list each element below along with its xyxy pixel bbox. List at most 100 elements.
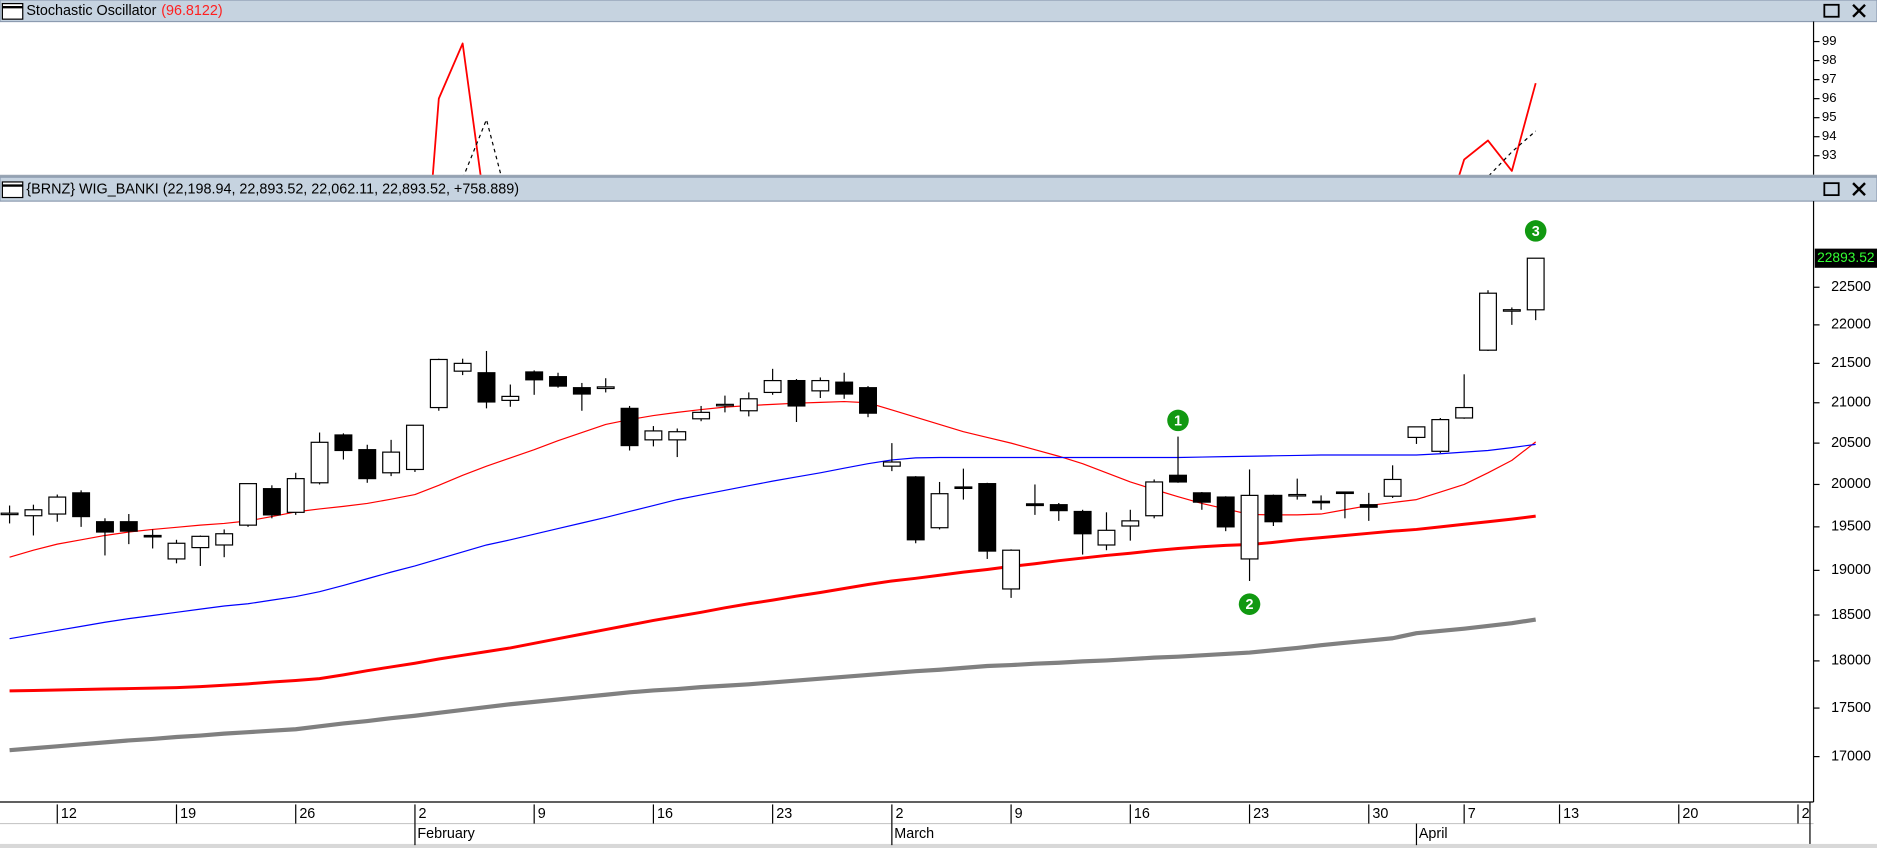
x-tick-label: 19 — [180, 806, 196, 822]
annotation-marker — [1167, 409, 1189, 432]
month-label: February — [417, 826, 475, 842]
candle-body — [596, 386, 615, 390]
candle-body — [215, 533, 234, 546]
month-label: April — [1419, 826, 1448, 842]
y-tick-label: 95 — [1822, 109, 1837, 124]
y-tick-label: 22000 — [1831, 317, 1871, 333]
candle-body — [930, 493, 949, 529]
indicator-line — [9, 514, 1536, 693]
candle-body — [978, 483, 997, 552]
close-button[interactable] — [1845, 179, 1873, 199]
y-tick-label: 17000 — [1831, 748, 1871, 764]
x-tick-label: 2 — [1802, 806, 1810, 822]
y-tick-label: 19500 — [1831, 519, 1871, 535]
panel-value: (96.8122) — [161, 3, 222, 19]
x-tick-label: 12 — [61, 806, 77, 822]
annotation-label: 1 — [1174, 413, 1182, 429]
panel-title: {BRNZ} WIG_BANKI (22,198.94, 22,893.52, … — [26, 182, 519, 198]
y-tick-label: 98 — [1822, 52, 1837, 67]
panel-icon — [1, 2, 24, 20]
candle-body — [1288, 493, 1307, 497]
x-tick-label: 2 — [419, 806, 427, 822]
panel-icon — [1, 181, 24, 199]
candle-body — [48, 496, 67, 515]
x-tick-label: 16 — [657, 806, 673, 822]
annotation-label: 3 — [1532, 224, 1540, 240]
candle-body — [1383, 478, 1402, 497]
x-tick-label: 7 — [1468, 806, 1476, 822]
candle-body — [1097, 529, 1116, 546]
candle-body — [692, 411, 711, 420]
candle-body — [787, 379, 806, 407]
title-bar — [0, 0, 1877, 23]
candle-body — [1049, 504, 1068, 512]
y-tick-label: 19000 — [1831, 562, 1871, 578]
y-tick-label: 21500 — [1831, 355, 1871, 371]
candle-body — [1407, 426, 1426, 439]
x-tick-label: 30 — [1372, 806, 1388, 822]
y-tick-label: 93 — [1822, 147, 1837, 162]
candle-body — [310, 441, 329, 484]
candle-body — [286, 478, 305, 513]
candle-body — [1455, 406, 1474, 419]
month-label: March — [894, 826, 934, 842]
candle-body — [143, 534, 162, 538]
x-tick-label: 20 — [1682, 806, 1698, 822]
candle-body — [1240, 494, 1259, 560]
candle-body — [1192, 492, 1211, 503]
candle-body — [1312, 500, 1331, 504]
candle-body — [477, 372, 496, 403]
annotation-marker — [1524, 220, 1547, 242]
candle-body — [835, 381, 854, 395]
candle-body — [382, 451, 401, 474]
y-tick-label: 18500 — [1831, 607, 1871, 623]
y-tick-label: 99 — [1822, 33, 1837, 48]
maximize-button[interactable] — [1819, 179, 1844, 199]
x-tick-label: 2 — [895, 806, 903, 822]
stochastic-plot — [431, 42, 1537, 175]
candle-body — [1145, 481, 1164, 517]
x-tick-label: 13 — [1563, 806, 1579, 822]
candle-body — [1169, 474, 1187, 483]
annotation-label: 2 — [1246, 597, 1254, 613]
indicator-line — [431, 42, 1537, 175]
last-price-label: 22893.52 — [1817, 250, 1874, 265]
candle-body — [954, 486, 973, 490]
y-tick-label: 96 — [1822, 90, 1837, 105]
maximize-button[interactable] — [1819, 1, 1844, 21]
candle-body — [1216, 496, 1235, 528]
candle-body — [668, 431, 687, 441]
annotation-marker — [1238, 593, 1261, 615]
y-tick-label: 20000 — [1831, 476, 1871, 492]
candle-body — [1025, 503, 1044, 507]
candle-body — [811, 379, 830, 392]
x-tick-label: 9 — [538, 806, 546, 822]
x-tick-label: 23 — [1253, 806, 1269, 822]
candle-body — [882, 461, 901, 467]
close-button[interactable] — [1845, 1, 1873, 21]
candle-body — [1073, 510, 1092, 535]
candle-body — [763, 379, 782, 394]
x-tick-label: 16 — [1134, 806, 1150, 822]
candle-body — [572, 387, 591, 395]
panel-divider — [0, 174, 1877, 178]
candle-body — [72, 492, 91, 518]
candle-body — [644, 430, 663, 441]
candle-body — [262, 488, 281, 516]
candle-body — [119, 521, 138, 532]
y-tick-label: 20500 — [1831, 435, 1871, 451]
indicator-line — [9, 443, 1536, 640]
indicator-line — [463, 118, 1537, 175]
candle-body — [715, 403, 734, 407]
candle-body — [24, 509, 43, 517]
candle-body — [1431, 418, 1450, 452]
y-tick-label: 94 — [1822, 128, 1837, 143]
candle-body — [334, 434, 353, 452]
candle-body — [1502, 309, 1521, 312]
candle-body — [191, 535, 210, 549]
candle-body — [501, 395, 520, 401]
candle-body — [859, 387, 877, 414]
candle-body — [429, 358, 448, 409]
